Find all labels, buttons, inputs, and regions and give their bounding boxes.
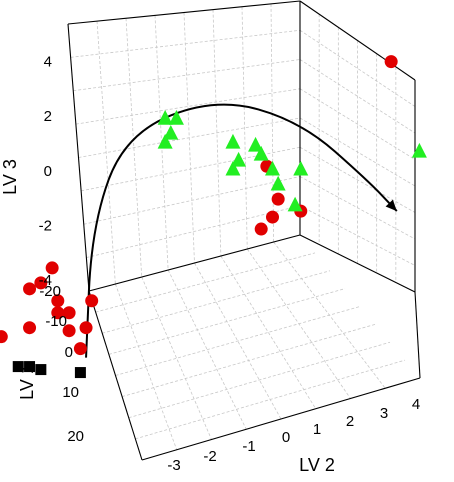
data-point-circle — [271, 192, 285, 206]
grid-line — [273, 241, 386, 389]
lv2-tick-label: 1 — [313, 421, 321, 438]
lv2-tick-label: 2 — [346, 413, 354, 430]
lv3-tick-label: 0 — [44, 163, 52, 180]
data-point-circle — [23, 321, 37, 335]
data-point-triangle — [168, 110, 184, 125]
data-point-triangle — [225, 160, 241, 176]
data-point-square — [35, 364, 47, 376]
frame-edge — [299, 234, 416, 293]
grid-line — [299, 59, 416, 134]
lv1-axis-title: LV 1 — [17, 364, 37, 400]
data-point-circle — [73, 342, 87, 356]
frame-edge — [141, 377, 421, 461]
trajectory-arrow — [85, 103, 398, 358]
lv3-tick-label: -2 — [39, 217, 52, 234]
frame-edge — [414, 291, 421, 379]
grid-line — [70, 29, 301, 58]
lv2-axis-title: LV 2 — [299, 455, 335, 475]
grid-line — [95, 252, 316, 313]
lv1-tick-label: 10 — [62, 384, 79, 401]
grid-line — [128, 341, 391, 419]
axis-labels: LV 3 LV 1 LV 2 -4-2024-20-1001020-3-2-10… — [0, 54, 420, 475]
data-point-circle — [0, 330, 8, 344]
grid-line — [167, 269, 247, 430]
lv1-tick-label: 20 — [67, 428, 84, 445]
grid-line — [299, 117, 416, 187]
data-point-circle — [45, 261, 59, 275]
lv3-tick-label: 4 — [44, 54, 52, 71]
lv2-tick-label: 0 — [282, 429, 290, 446]
data-point-triangle — [287, 196, 303, 212]
grid-lines — [70, 3, 416, 450]
trajectory-arrowhead — [385, 199, 397, 212]
lv1-tick-label: -10 — [45, 313, 67, 330]
data-point-circle — [34, 276, 48, 290]
data-point-triangle — [163, 124, 179, 140]
data-point-circle — [384, 55, 398, 69]
grid-line — [114, 283, 178, 450]
lv2-tick-label: 4 — [412, 396, 420, 413]
data-point-triangle — [293, 160, 309, 176]
lv2-tick-label: -3 — [167, 457, 180, 474]
frame-edge — [88, 234, 301, 292]
data-point-circle — [266, 210, 279, 224]
grid-line — [78, 117, 301, 158]
frame-edge — [299, 0, 416, 81]
data-point-triangle — [157, 110, 173, 125]
data-point-triangle — [270, 175, 286, 191]
data-point-circle — [79, 321, 93, 335]
grid-line — [212, 9, 222, 257]
data-point-square — [24, 361, 36, 373]
grid-line — [299, 88, 416, 160]
grid-line — [125, 18, 143, 278]
lv2-tick-label: -1 — [242, 438, 255, 455]
lv3-tick-label: -4 — [39, 272, 52, 289]
grid-line — [83, 176, 301, 225]
grid-line — [115, 306, 361, 376]
data-point-circle — [51, 306, 65, 320]
lv1-tick-label: 0 — [65, 344, 73, 361]
data-points — [0, 55, 427, 379]
data-point-square — [12, 361, 24, 373]
grid-line — [299, 29, 416, 107]
data-point-circle — [85, 294, 99, 308]
frame-edge — [88, 290, 143, 461]
data-point-circle — [62, 306, 76, 320]
trajectory-curve — [85, 103, 398, 358]
data-point-circle — [23, 282, 37, 296]
data-point-triangle — [248, 136, 264, 152]
grid-line — [299, 176, 416, 240]
grid-line — [141, 276, 212, 440]
data-point-circle — [254, 222, 268, 236]
grid-line — [102, 270, 331, 334]
data-point-triangle — [225, 133, 241, 149]
lv2-tick-label: -2 — [203, 448, 216, 465]
data-point-circle — [62, 324, 76, 338]
box-frame — [67, 0, 421, 461]
lv3-axis-title: LV 3 — [0, 159, 20, 195]
data-point-circle — [51, 294, 65, 308]
grid-line — [241, 6, 248, 250]
grid-line — [86, 205, 301, 259]
grid-line — [96, 21, 116, 285]
lv1-tick-label: -20 — [39, 283, 61, 300]
data-point-triangle — [411, 142, 427, 158]
grid-line — [73, 59, 301, 92]
grid-line — [299, 146, 416, 213]
grid-line — [246, 248, 351, 399]
data-point-triangle — [231, 151, 247, 167]
frame-edge — [67, 23, 90, 292]
frame-edge — [67, 0, 301, 25]
data-point-triangle — [157, 133, 173, 149]
lv3-tick-label: 2 — [44, 108, 52, 125]
data-point-triangle — [265, 160, 280, 176]
lv2-tick-label: 3 — [380, 405, 388, 422]
grid-line — [299, 205, 416, 266]
data-point-triangle — [253, 145, 269, 161]
data-point-square — [74, 367, 86, 379]
grid-line — [75, 88, 301, 125]
